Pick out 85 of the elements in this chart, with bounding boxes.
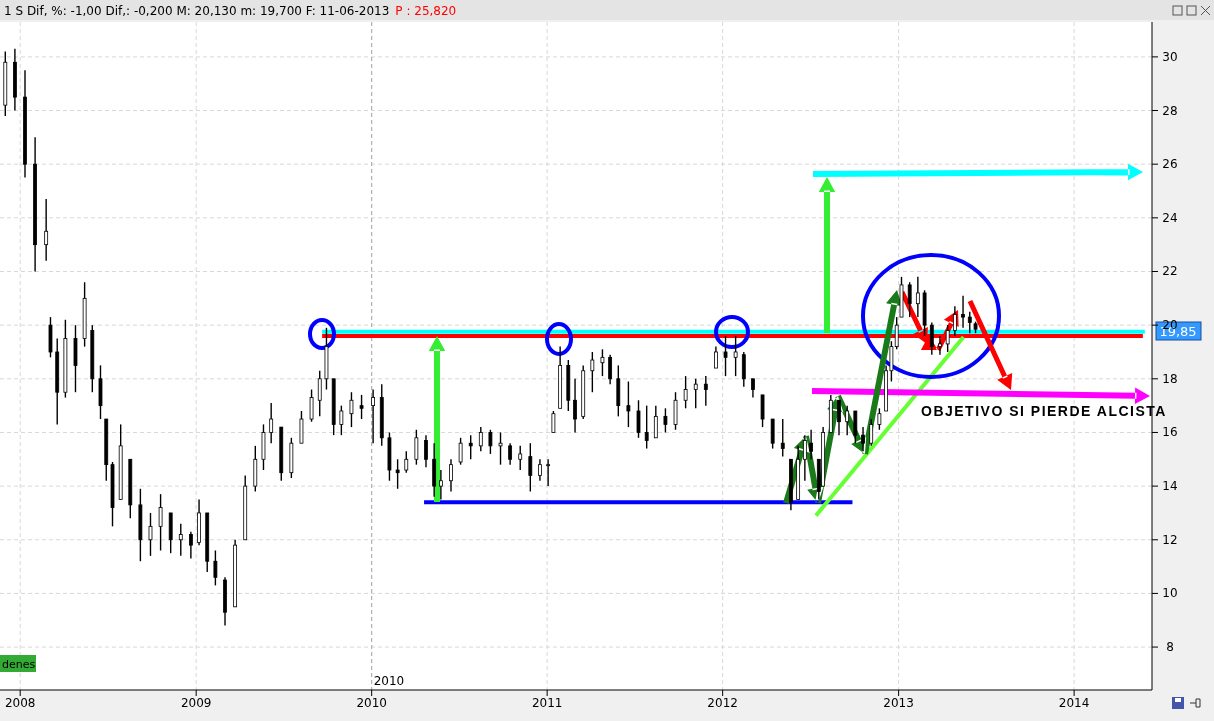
x-tick-label: 2008 [4, 696, 36, 710]
y-tick-label: 12 [1162, 532, 1178, 547]
y-tick-label: 26 [1162, 157, 1178, 172]
candlestick [802, 434, 807, 482]
candlestick [869, 418, 874, 447]
x-tick-label: 2009 [180, 696, 212, 710]
y-tick-label: 8 [1166, 640, 1174, 655]
candlestick [644, 404, 649, 450]
candlestick [488, 429, 493, 455]
y-tick-label: 10 [1162, 586, 1178, 601]
candlestick [178, 522, 183, 557]
candlestick [780, 418, 785, 458]
y-tick-label: 30 [1162, 49, 1178, 64]
candlestick [809, 429, 814, 460]
x-tick-label: 2012 [707, 696, 738, 710]
candlestick [915, 276, 920, 318]
candlestick [733, 335, 738, 377]
annotation: OBJETIVO SI PIERDE ALCISTA [921, 403, 1167, 419]
candlestick [439, 469, 443, 501]
candlestick [653, 404, 658, 439]
candlestick [309, 388, 314, 423]
candlestick [478, 426, 483, 452]
y-tick-label: 16 [1162, 425, 1178, 440]
candlestick [693, 378, 698, 410]
candlestick [339, 404, 344, 436]
candlestick [945, 324, 950, 353]
y-tick-label: 24 [1162, 210, 1178, 225]
candlestick [414, 429, 419, 466]
candlestick [703, 375, 708, 407]
candlestick [148, 512, 153, 557]
candlestick [317, 370, 322, 418]
candlestick [877, 407, 882, 431]
candlestick [551, 410, 556, 434]
candlestick [546, 458, 551, 487]
candlestick [714, 345, 718, 369]
y-tick-label: 14 [1162, 479, 1178, 494]
candlestick [590, 351, 595, 393]
x-tick-label: 2010 [356, 696, 387, 710]
candlestick [929, 321, 934, 356]
y-tick-label: 22 [1162, 264, 1178, 279]
candlestick [213, 549, 218, 587]
candlestick [508, 442, 513, 466]
candlestick [938, 335, 942, 356]
x-tick-label: 2013 [883, 696, 914, 710]
candlestick [608, 353, 613, 385]
candlestick [538, 458, 542, 482]
candlestick [907, 281, 912, 318]
candlestick [424, 434, 428, 469]
candlestick [44, 198, 49, 262]
candlestick [663, 407, 668, 434]
candlestick [837, 399, 841, 436]
candlestick [967, 311, 972, 334]
y-tick-label: 28 [1162, 103, 1178, 118]
chart-title: 1 S Dif, %: -1,00 Dif,: -0,200 M: 20,130 m: 19,700 F: 11-06-2013 [4, 4, 390, 18]
candlestick [961, 294, 965, 329]
candlestick [359, 394, 364, 420]
candlestick [498, 431, 503, 466]
candlestick [573, 378, 577, 434]
candlestick [528, 442, 533, 493]
candlestick [188, 531, 193, 560]
candlestick [952, 305, 957, 337]
candlestick [395, 458, 400, 490]
candlestick [404, 450, 409, 474]
candlestick [636, 399, 641, 439]
candlestick [723, 335, 728, 377]
candlestick [518, 445, 523, 471]
candlestick [626, 380, 631, 428]
y-tick-label: 18 [1162, 371, 1178, 386]
candlestick [468, 434, 473, 460]
x-tick-label: 2011 [531, 696, 563, 710]
candlestick [600, 348, 605, 377]
chart-subtitle: P : 25,820 [395, 4, 457, 18]
candlestick [349, 391, 354, 428]
x-tick-label: 2014 [1058, 696, 1090, 710]
candlestick [158, 493, 163, 552]
candlestick [371, 388, 375, 444]
candlestick [751, 378, 755, 399]
candlestick [449, 458, 453, 493]
candlestick [861, 426, 865, 452]
candlestick [458, 437, 463, 466]
annotation: denes [2, 658, 36, 671]
ref-line-label: 2010 [373, 674, 405, 688]
candlestick [269, 402, 274, 444]
candlestick [683, 375, 688, 410]
candlestick [845, 404, 850, 436]
